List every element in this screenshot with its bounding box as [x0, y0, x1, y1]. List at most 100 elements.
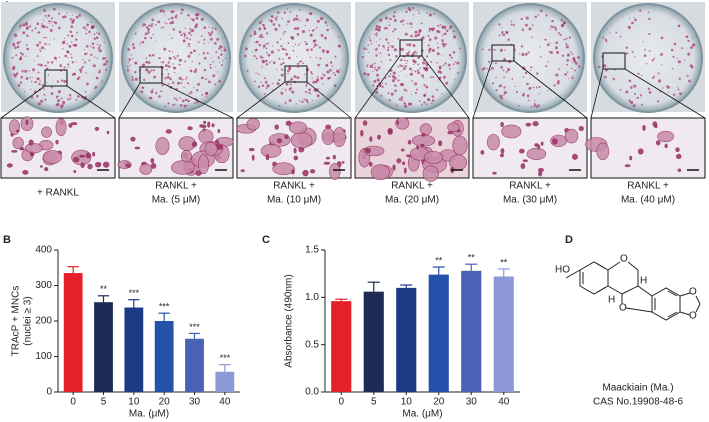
cell-dot	[203, 56, 207, 60]
cell-dot	[34, 27, 37, 30]
cell-blob	[332, 154, 336, 160]
cell-dot	[334, 55, 337, 58]
x-tick-label: 30	[189, 397, 201, 408]
cell-dot	[604, 38, 607, 41]
cell-dot	[517, 104, 520, 107]
cell-dot	[66, 66, 68, 68]
cell-dot	[495, 89, 498, 92]
y-tick-label: 100	[35, 351, 52, 362]
cell-dot	[334, 73, 337, 76]
cell-dot	[313, 39, 317, 42]
cell-dot	[305, 18, 309, 22]
cell-dot	[554, 26, 557, 29]
cell-dot	[292, 46, 295, 48]
cell-dot	[283, 11, 287, 14]
cell-dot	[270, 14, 274, 18]
cell-dot	[82, 66, 84, 68]
cell-dot	[499, 48, 503, 52]
cell-dot	[83, 49, 85, 51]
cell-dot	[12, 42, 16, 46]
cell-dot	[571, 53, 574, 55]
cell-dot	[425, 63, 429, 67]
cell-dot	[134, 70, 137, 74]
compound-name: Maackiain (Ma.)	[602, 383, 673, 394]
cell-dot	[39, 48, 41, 51]
cell-blob	[272, 162, 295, 176]
cell-dot	[266, 51, 268, 54]
cell-dot	[387, 42, 390, 44]
cell-dot	[214, 83, 217, 86]
cell-dot	[514, 49, 516, 51]
cell-dot	[204, 92, 208, 96]
cell-dot	[160, 90, 163, 93]
cell-dot	[176, 54, 179, 58]
cell-dot	[322, 73, 324, 75]
y-tick-label: 300	[35, 280, 52, 291]
cell-dot	[378, 44, 381, 47]
cell-dot	[399, 20, 403, 23]
cell-dot	[387, 28, 389, 30]
cell-dot	[454, 79, 456, 81]
cell-dot	[381, 85, 384, 88]
cell-dot	[287, 56, 291, 60]
cell-dot	[55, 57, 58, 59]
cell-dot	[572, 59, 575, 62]
cell-blob	[329, 162, 341, 181]
cell-dot	[396, 104, 398, 107]
cell-dot	[615, 31, 618, 34]
cell-dot	[529, 69, 532, 72]
cell-dot	[324, 21, 328, 24]
cell-dot	[410, 93, 412, 96]
zoom-line	[236, 81, 286, 119]
cell-dot	[19, 57, 22, 61]
cell-dot	[564, 73, 567, 76]
cell-dot	[196, 12, 200, 16]
cell-dot	[46, 81, 48, 84]
cell-blob	[323, 161, 331, 165]
cell-dot	[37, 31, 39, 33]
cell-dot	[67, 57, 69, 59]
cell-dot	[255, 72, 257, 74]
cell-dot	[261, 84, 265, 88]
cell-dot	[526, 82, 529, 86]
cell-blob	[55, 139, 59, 145]
cell-dot	[666, 85, 670, 89]
cell-dot	[268, 61, 271, 64]
cell-dot	[317, 76, 319, 78]
cell-dot	[259, 55, 262, 58]
cell-dot	[388, 24, 391, 27]
cell-dot	[400, 58, 403, 62]
cell-dot	[287, 72, 289, 75]
cell-dot	[319, 16, 324, 21]
cell-dot	[319, 57, 322, 60]
cell-dot	[286, 69, 290, 73]
cell-dot	[163, 47, 167, 51]
cell-dot	[296, 33, 300, 36]
cell-dot	[375, 90, 379, 94]
cell-dot	[521, 52, 525, 57]
cell-dot	[486, 68, 489, 70]
cell-dot	[374, 66, 376, 69]
cell-dot	[671, 67, 674, 70]
cell-dot	[222, 60, 224, 62]
cell-dot	[93, 37, 96, 40]
cell-dot	[167, 102, 170, 105]
cell-blob	[522, 159, 528, 163]
cell-dot	[409, 67, 412, 71]
cell-dot	[404, 65, 407, 68]
cell-dot	[188, 93, 191, 95]
bar	[63, 273, 83, 392]
cell-dot	[46, 67, 49, 70]
cell-blob	[540, 141, 544, 146]
cell-blob	[407, 139, 412, 145]
cell-dot	[169, 77, 172, 81]
cell-dot	[429, 40, 431, 42]
cell-dot	[433, 13, 435, 15]
atom-label: O	[689, 287, 697, 298]
cell-dot	[281, 88, 283, 90]
cell-blob	[406, 154, 411, 158]
cell-dot	[483, 67, 486, 70]
cell-dot	[598, 65, 601, 69]
cell-blob	[150, 163, 157, 169]
cell-dot	[170, 10, 174, 14]
